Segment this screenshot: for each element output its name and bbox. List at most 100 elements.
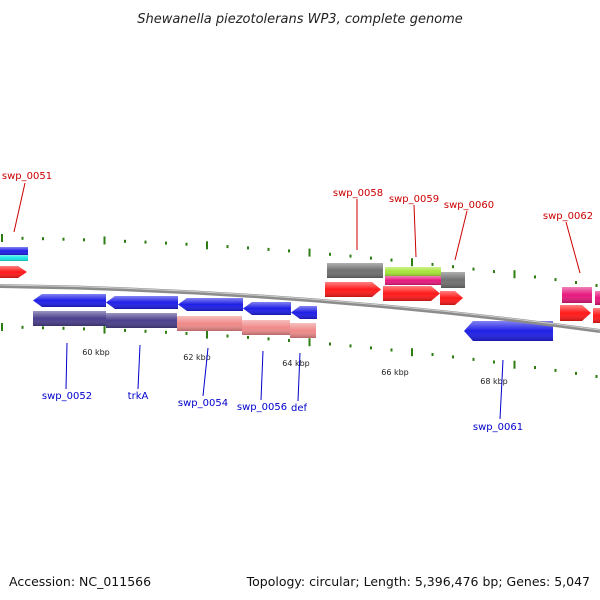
feature-trkA bbox=[106, 296, 178, 309]
label-swp-0062: swp_0062 bbox=[543, 211, 593, 222]
outer-tick-10 bbox=[206, 241, 208, 250]
feature-swp-0061 bbox=[464, 321, 553, 341]
label-swp-0059: swp_0059 bbox=[389, 194, 439, 205]
inner-tick-19 bbox=[390, 348, 393, 352]
outer-tick-24 bbox=[493, 270, 495, 274]
inner-tick-6 bbox=[124, 328, 126, 332]
inner-tick-12 bbox=[247, 335, 249, 339]
label-def: def bbox=[291, 403, 308, 414]
outer-tick-3 bbox=[62, 237, 65, 241]
inner-tick-21 bbox=[431, 353, 434, 356]
feature-swp-0055 bbox=[243, 302, 291, 315]
inner-tick-11 bbox=[226, 334, 229, 338]
inner-tick-2 bbox=[42, 326, 44, 330]
inner-tick-29 bbox=[595, 375, 598, 378]
outer-tick-29 bbox=[595, 284, 598, 287]
outer-tick-19 bbox=[390, 258, 393, 262]
leader-swp-0052 bbox=[65, 342, 68, 390]
outer-tick-27 bbox=[554, 278, 557, 282]
feature-edge-blue bbox=[0, 247, 28, 255]
inner-tick-13 bbox=[267, 337, 270, 341]
backbone-highlight bbox=[0, 284, 600, 331]
outer-tick-4 bbox=[83, 238, 85, 242]
outer-tick-26 bbox=[534, 275, 536, 279]
leader-swp-0054 bbox=[202, 347, 209, 397]
label-swp-0051: swp_0051 bbox=[2, 171, 52, 182]
scale-label-60: 60 kbp bbox=[82, 348, 110, 357]
inner-tick-27 bbox=[554, 368, 557, 372]
outer-tick-0 bbox=[1, 234, 3, 242]
label-swp-0060: swp_0060 bbox=[444, 200, 494, 211]
inner-tick-18 bbox=[370, 346, 372, 350]
feature-magenta-3 bbox=[595, 291, 600, 305]
feature-def bbox=[291, 306, 317, 319]
inner-tick-7 bbox=[144, 329, 147, 333]
outer-tick-17 bbox=[349, 254, 352, 258]
feature-swp-0060 bbox=[440, 291, 463, 305]
label-swp-0054: swp_0054 bbox=[178, 398, 228, 409]
leader-trkA bbox=[137, 344, 141, 390]
scale-labels: 60 kbp 62 kbp 64 kbp 66 kbp 68 kbp bbox=[82, 348, 508, 386]
outer-tick-14 bbox=[288, 249, 290, 253]
outer-tick-13 bbox=[267, 247, 270, 251]
inner-tick-10 bbox=[206, 330, 208, 339]
feature-magenta-2 bbox=[562, 287, 592, 303]
backbone bbox=[0, 284, 600, 333]
scale-label-62: 62 kbp bbox=[183, 353, 211, 362]
feature-track-salmon-2 bbox=[242, 320, 290, 335]
leader-swp-0060 bbox=[454, 210, 468, 261]
outer-tick-9 bbox=[185, 242, 188, 246]
inner-tick-5 bbox=[103, 325, 106, 334]
inner-tick-17 bbox=[349, 344, 352, 348]
outer-tick-28 bbox=[575, 281, 577, 284]
outer-tick-12 bbox=[247, 246, 249, 250]
genome-summary-text: Topology: circular; Length: 5,396,476 bp… bbox=[246, 574, 590, 589]
label-swp-0061: swp_0061 bbox=[473, 422, 523, 433]
feature-green bbox=[385, 267, 441, 276]
inner-tick-0 bbox=[1, 323, 3, 331]
inner-tick-16 bbox=[329, 342, 331, 346]
feature-swp-0054 bbox=[178, 298, 243, 311]
inner-tick-25 bbox=[513, 360, 516, 369]
feature-track-navy-1 bbox=[33, 311, 106, 326]
feature-track-salmon-1 bbox=[177, 316, 242, 331]
outer-tick-15 bbox=[308, 248, 311, 257]
inner-tick-26 bbox=[534, 366, 536, 369]
gene-labels: swp_0051 swp_0058 swp_0059 swp_0060 swp_… bbox=[2, 171, 593, 433]
outer-tick-18 bbox=[370, 256, 372, 260]
leader-swp-0061 bbox=[499, 359, 504, 420]
tick-marks bbox=[1, 234, 598, 378]
inner-tick-8 bbox=[165, 330, 167, 334]
inner-tick-9 bbox=[185, 331, 188, 335]
leader-swp-0059 bbox=[413, 204, 417, 258]
outer-tick-11 bbox=[226, 245, 229, 249]
feature-swp-0058 bbox=[325, 282, 381, 297]
feature-swp-0062 bbox=[560, 305, 591, 321]
gene-features bbox=[0, 247, 600, 341]
outer-tick-20 bbox=[411, 258, 413, 267]
feature-edge-cyan bbox=[0, 255, 28, 261]
outer-tick-21 bbox=[431, 262, 434, 266]
inner-tick-22 bbox=[452, 355, 454, 359]
outer-tick-22 bbox=[452, 265, 454, 269]
scale-label-64: 64 kbp bbox=[282, 359, 310, 368]
leader-def bbox=[297, 352, 301, 402]
outer-tick-1 bbox=[21, 236, 24, 240]
inner-tick-3 bbox=[62, 326, 65, 330]
label-leader-lines bbox=[13, 182, 581, 420]
inner-tick-23 bbox=[472, 357, 475, 361]
feature-track-salmon-3 bbox=[290, 323, 316, 338]
feature-red-edge bbox=[593, 308, 600, 323]
feature-track-navy-2 bbox=[106, 313, 177, 328]
leader-swp-0051 bbox=[13, 182, 26, 233]
inner-tick-28 bbox=[575, 371, 577, 375]
inner-tick-14 bbox=[288, 339, 290, 342]
outer-tick-16 bbox=[329, 252, 331, 256]
feature-gray-2 bbox=[441, 272, 465, 288]
label-trkA: trkA bbox=[128, 391, 149, 402]
inner-tick-1 bbox=[21, 325, 24, 329]
feature-swp-0059 bbox=[383, 286, 440, 301]
label-swp-0056: swp_0056 bbox=[237, 402, 287, 413]
leader-swp-0062 bbox=[565, 221, 581, 274]
